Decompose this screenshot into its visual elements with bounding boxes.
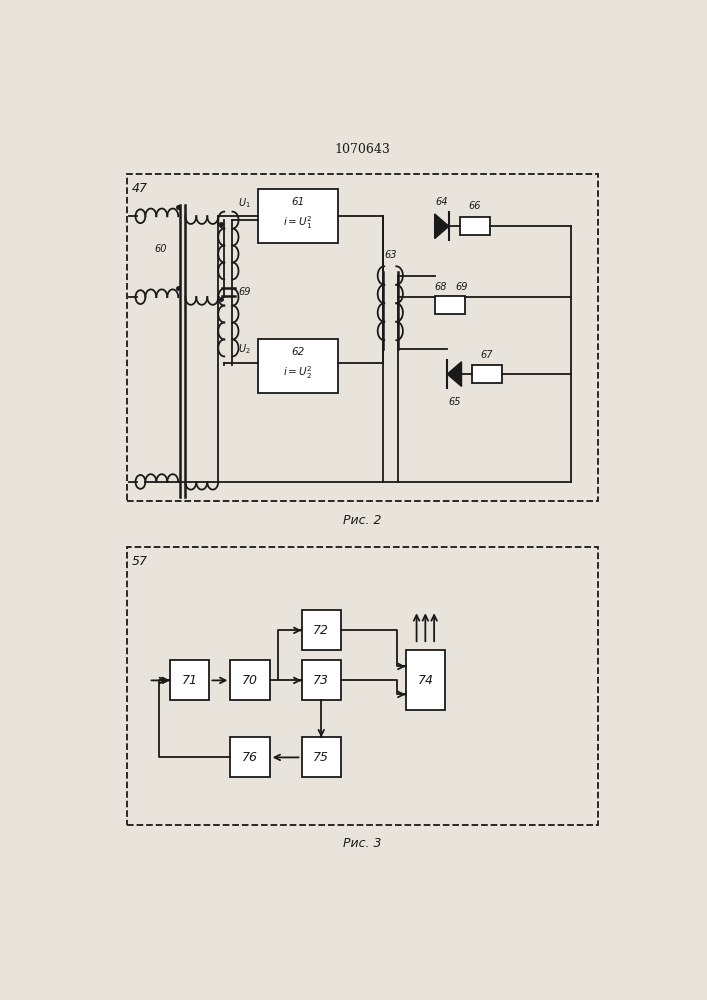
- Bar: [258, 339, 338, 393]
- Text: Рис. 3: Рис. 3: [343, 837, 382, 850]
- Text: 63: 63: [384, 250, 397, 260]
- Bar: [301, 660, 341, 700]
- Text: 75: 75: [313, 751, 329, 764]
- Text: 67: 67: [481, 350, 493, 360]
- Text: 71: 71: [182, 674, 198, 687]
- Bar: [127, 547, 598, 825]
- Text: $U_2$: $U_2$: [238, 343, 251, 356]
- Text: 1070643: 1070643: [334, 143, 390, 156]
- Text: $U_1$: $U_1$: [238, 196, 251, 210]
- Text: 65: 65: [448, 397, 461, 407]
- Text: 76: 76: [242, 751, 258, 764]
- Text: 73: 73: [313, 674, 329, 687]
- Text: 74: 74: [417, 674, 433, 687]
- Bar: [472, 365, 502, 383]
- Text: Рис. 2: Рис. 2: [343, 514, 382, 527]
- Text: 68: 68: [434, 282, 446, 292]
- Bar: [258, 189, 338, 243]
- Text: 62: 62: [291, 347, 305, 357]
- Bar: [435, 296, 464, 314]
- Text: 69: 69: [238, 287, 250, 297]
- Text: 66: 66: [469, 201, 481, 211]
- Text: 72: 72: [313, 624, 329, 637]
- Bar: [230, 737, 270, 777]
- Text: 57: 57: [132, 555, 148, 568]
- Bar: [301, 737, 341, 777]
- Text: 47: 47: [132, 182, 148, 195]
- Bar: [127, 174, 598, 501]
- Bar: [406, 650, 445, 710]
- Polygon shape: [435, 214, 449, 239]
- Text: $i=U_1^2$: $i=U_1^2$: [283, 214, 313, 231]
- Text: 60: 60: [154, 244, 166, 254]
- Text: 70: 70: [242, 674, 258, 687]
- Bar: [301, 610, 341, 650]
- Text: 69: 69: [456, 282, 468, 292]
- Polygon shape: [448, 362, 462, 386]
- Text: 61: 61: [291, 197, 305, 207]
- Text: 64: 64: [436, 197, 448, 207]
- Bar: [170, 660, 209, 700]
- Bar: [460, 217, 490, 235]
- Bar: [230, 660, 270, 700]
- Text: $i=U_2^2$: $i=U_2^2$: [283, 364, 313, 381]
